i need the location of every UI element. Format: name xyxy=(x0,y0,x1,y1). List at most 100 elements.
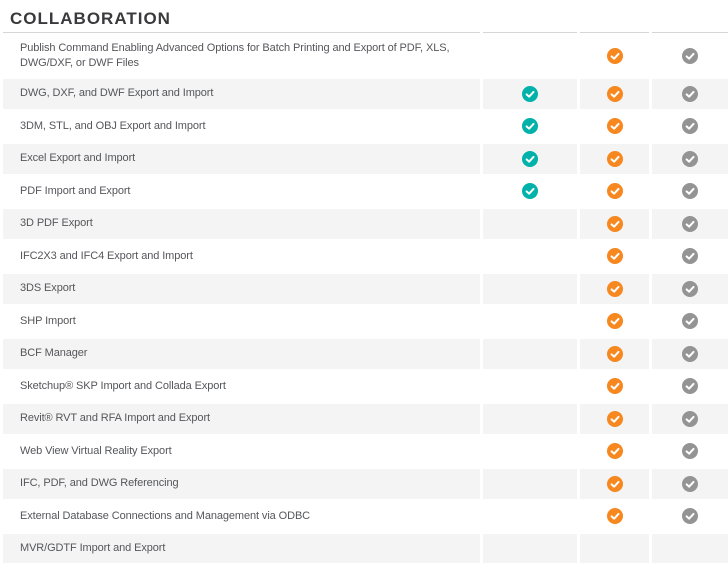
check-cell-column-2 xyxy=(580,209,649,239)
check-circle-icon xyxy=(682,118,698,135)
check-circle-icon xyxy=(606,183,623,200)
feature-name-cell: Publish Command Enabling Advanced Option… xyxy=(3,36,480,76)
check-circle-icon xyxy=(522,150,538,167)
check-cell-column-3 xyxy=(652,404,728,434)
header-divider xyxy=(3,32,728,33)
table-row: BCF Manager xyxy=(3,339,728,369)
feature-name-cell: BCF Manager xyxy=(3,339,480,369)
check-circle-icon xyxy=(682,215,698,232)
table-row: SHP Import xyxy=(3,306,728,336)
check-cell-column-1 xyxy=(483,79,577,109)
check-cell-column-1 xyxy=(483,339,577,369)
check-cell-column-1 xyxy=(483,209,577,239)
check-circle-icon xyxy=(682,85,698,102)
table-row: 3DM, STL, and OBJ Export and Import xyxy=(3,111,728,141)
table-row: Sketchup® SKP Import and Collada Export xyxy=(3,371,728,401)
check-cell-column-2 xyxy=(580,436,649,466)
check-cell-column-3 xyxy=(652,501,728,531)
table-row: DWG, DXF, and DWF Export and Import xyxy=(3,79,728,109)
check-cell-column-3 xyxy=(652,306,728,336)
check-cell-column-3 xyxy=(652,469,728,499)
check-circle-icon xyxy=(682,443,698,460)
check-cell-column-1 xyxy=(483,534,577,563)
check-circle-icon xyxy=(522,183,538,200)
divider-segment xyxy=(652,32,728,33)
check-cell-column-3 xyxy=(652,36,728,76)
check-circle-icon xyxy=(606,508,623,525)
check-cell-column-1 xyxy=(483,436,577,466)
divider-segment xyxy=(483,32,577,33)
check-cell-column-2 xyxy=(580,111,649,141)
table-row: IFC2X3 and IFC4 Export and Import xyxy=(3,241,728,271)
feature-name-cell: 3DM, STL, and OBJ Export and Import xyxy=(3,111,480,141)
check-circle-icon xyxy=(682,150,698,167)
table-row: Excel Export and Import xyxy=(3,144,728,174)
check-cell-column-3 xyxy=(652,111,728,141)
check-circle-icon xyxy=(606,378,623,395)
check-cell-column-1 xyxy=(483,469,577,499)
check-cell-column-2 xyxy=(580,79,649,109)
feature-name-cell: DWG, DXF, and DWF Export and Import xyxy=(3,79,480,109)
table-row: PDF Import and Export xyxy=(3,176,728,206)
check-cell-column-1 xyxy=(483,241,577,271)
check-cell-column-2 xyxy=(580,241,649,271)
check-circle-icon xyxy=(606,475,623,492)
table-row: MVR/GDTF Import and Export xyxy=(3,534,728,563)
check-cell-column-3 xyxy=(652,144,728,174)
table-row: 3DS Export xyxy=(3,274,728,304)
feature-name-cell: Sketchup® SKP Import and Collada Export xyxy=(3,371,480,401)
check-cell-column-2 xyxy=(580,339,649,369)
check-cell-column-2 xyxy=(580,501,649,531)
check-circle-icon xyxy=(682,48,698,64)
feature-name-cell: 3DS Export xyxy=(3,274,480,304)
feature-name-cell: SHP Import xyxy=(3,306,480,336)
divider-segment xyxy=(3,32,480,33)
feature-name-cell: External Database Connections and Manage… xyxy=(3,501,480,531)
check-circle-icon xyxy=(606,150,623,167)
check-circle-icon xyxy=(682,280,698,297)
check-circle-icon xyxy=(606,248,623,265)
check-circle-icon xyxy=(606,48,623,64)
feature-name-cell: Web View Virtual Reality Export xyxy=(3,436,480,466)
table-row: IFC, PDF, and DWG Referencing xyxy=(3,469,728,499)
check-circle-icon xyxy=(606,410,623,427)
check-cell-column-1 xyxy=(483,306,577,336)
check-cell-column-2 xyxy=(580,176,649,206)
check-circle-icon xyxy=(606,345,623,362)
check-cell-column-2 xyxy=(580,36,649,76)
table-row: Publish Command Enabling Advanced Option… xyxy=(3,36,728,76)
feature-name-cell: Revit® RVT and RFA Import and Export xyxy=(3,404,480,434)
check-cell-column-3 xyxy=(652,176,728,206)
check-circle-icon xyxy=(606,118,623,135)
check-cell-column-3 xyxy=(652,534,728,563)
check-circle-icon xyxy=(606,443,623,460)
section-title: COLLABORATION xyxy=(10,9,171,28)
check-circle-icon xyxy=(606,85,623,102)
check-circle-icon xyxy=(522,118,538,135)
check-cell-column-1 xyxy=(483,501,577,531)
check-cell-column-3 xyxy=(652,274,728,304)
check-circle-icon xyxy=(682,475,698,492)
feature-name-cell: 3D PDF Export xyxy=(3,209,480,239)
check-circle-icon xyxy=(606,313,623,330)
feature-name-cell: PDF Import and Export xyxy=(3,176,480,206)
check-circle-icon xyxy=(682,345,698,362)
feature-name-cell: Excel Export and Import xyxy=(3,144,480,174)
check-cell-column-1 xyxy=(483,404,577,434)
check-cell-column-1 xyxy=(483,371,577,401)
table-row: External Database Connections and Manage… xyxy=(3,501,728,531)
check-cell-column-2 xyxy=(580,371,649,401)
check-cell-column-3 xyxy=(652,371,728,401)
check-cell-column-3 xyxy=(652,436,728,466)
check-circle-icon xyxy=(606,215,623,232)
check-cell-column-2 xyxy=(580,306,649,336)
feature-name-cell: IFC, PDF, and DWG Referencing xyxy=(3,469,480,499)
check-cell-column-2 xyxy=(580,404,649,434)
check-circle-icon xyxy=(606,280,623,297)
check-circle-icon xyxy=(682,183,698,200)
check-cell-column-2 xyxy=(580,534,649,563)
check-circle-icon xyxy=(682,313,698,330)
check-circle-icon xyxy=(682,248,698,265)
check-circle-icon xyxy=(682,410,698,427)
check-cell-column-1 xyxy=(483,36,577,76)
